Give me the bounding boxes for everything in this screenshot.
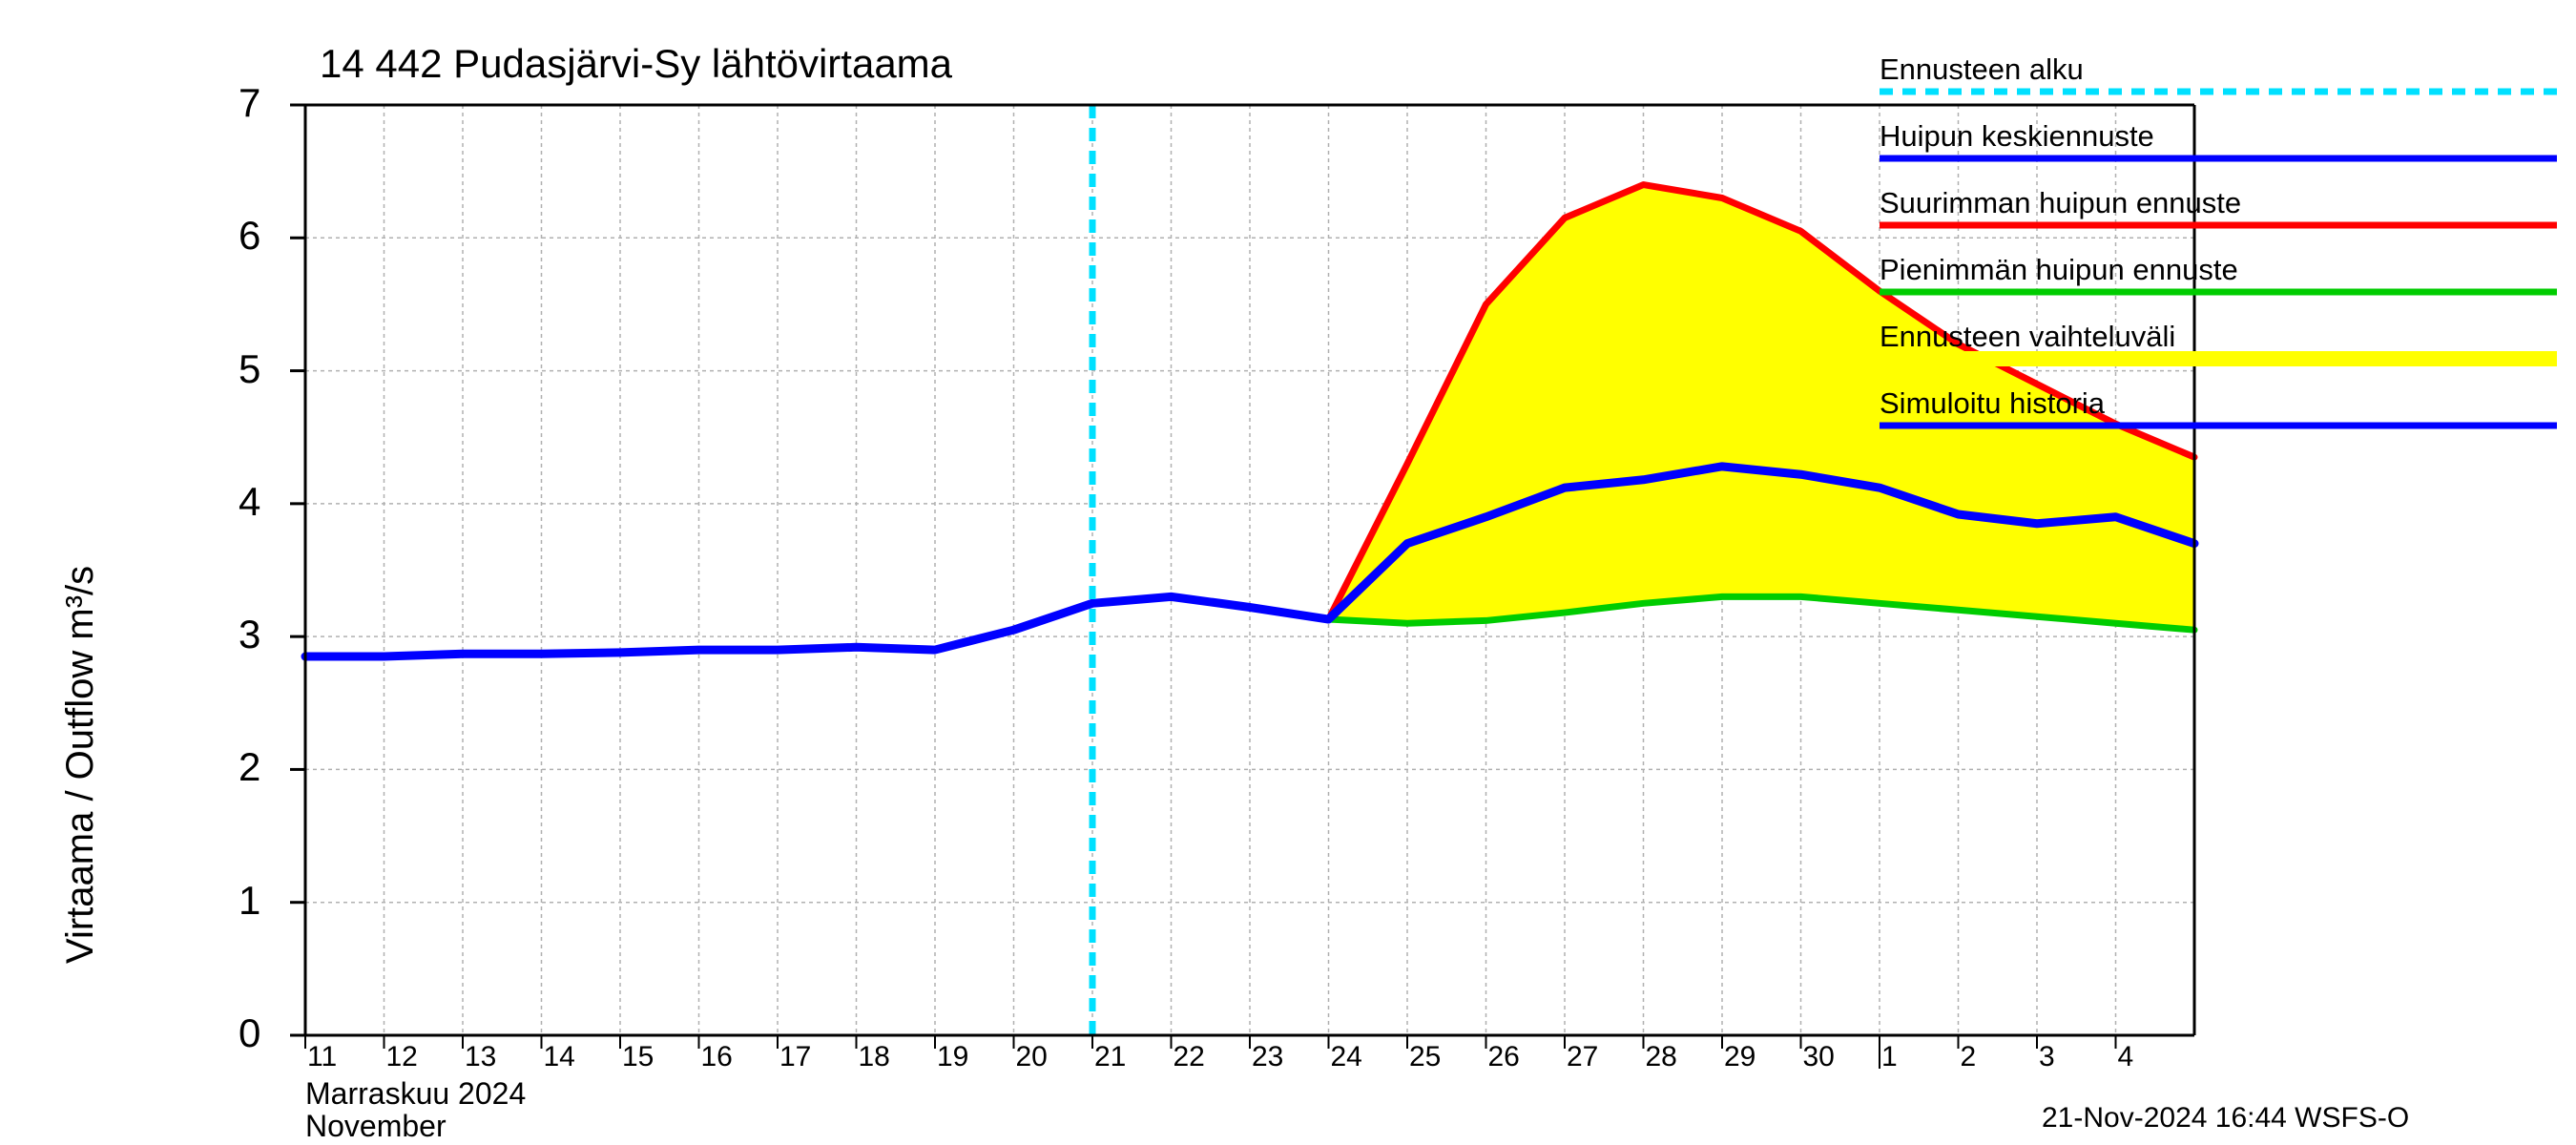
y-tick-label: 3 — [239, 612, 260, 657]
x-tick-label: 25 — [1409, 1041, 1441, 1073]
x-tick-label: 11 — [307, 1041, 337, 1073]
legend-item-label: Simuloitu historia — [1880, 386, 2105, 421]
y-tick-label: 1 — [239, 878, 260, 924]
month-label-1: Marraskuu 2024 — [305, 1076, 526, 1112]
x-tick-label: 23 — [1252, 1041, 1283, 1073]
chart-canvas: 14 442 Pudasjärvi-Sy lähtövirtaama Virta… — [0, 0, 2576, 1145]
x-tick-label: 14 — [544, 1041, 575, 1073]
x-tick-label: 16 — [701, 1041, 733, 1073]
y-tick-label: 0 — [239, 1010, 260, 1056]
legend-item-label: Ennusteen alku — [1880, 52, 2084, 87]
x-tick-label: 22 — [1174, 1041, 1205, 1073]
y-tick-label: 4 — [239, 479, 260, 525]
y-tick-label: 2 — [239, 744, 260, 790]
x-tick-label: 26 — [1488, 1041, 1520, 1073]
month-label-2: November — [305, 1109, 447, 1144]
x-tick-label: 27 — [1567, 1041, 1598, 1073]
x-tick-label: 12 — [386, 1041, 418, 1073]
y-tick-label: 7 — [239, 80, 260, 126]
legend-item-label: Ennusteen vaihteluväli — [1880, 320, 2175, 354]
x-tick-label: 4 — [2118, 1041, 2134, 1073]
x-tick-label: 18 — [859, 1041, 890, 1073]
x-tick-label: 24 — [1331, 1041, 1362, 1073]
y-tick-label: 6 — [239, 213, 260, 259]
x-tick-label: 28 — [1646, 1041, 1677, 1073]
legend-item-label: Suurimman huipun ennuste — [1880, 186, 2241, 220]
x-tick-label: 20 — [1016, 1041, 1048, 1073]
x-tick-label: 21 — [1094, 1041, 1126, 1073]
x-tick-label: 3 — [2039, 1041, 2055, 1073]
x-tick-label: 1 — [1881, 1041, 1898, 1073]
legend-item-label: Pienimmän huipun ennuste — [1880, 253, 2238, 287]
timestamp-label: 21-Nov-2024 16:44 WSFS-O — [2042, 1102, 2409, 1135]
x-tick-label: 29 — [1724, 1041, 1755, 1073]
legend-item-label: Huipun keskiennuste — [1880, 119, 2154, 154]
x-tick-label: 19 — [937, 1041, 968, 1073]
x-tick-label: 2 — [1961, 1041, 1977, 1073]
x-tick-label: 30 — [1803, 1041, 1835, 1073]
x-tick-label: 15 — [622, 1041, 654, 1073]
plot-area — [0, 0, 2576, 1145]
x-tick-label: 17 — [779, 1041, 811, 1073]
x-tick-label: 13 — [465, 1041, 496, 1073]
y-tick-label: 5 — [239, 346, 260, 392]
